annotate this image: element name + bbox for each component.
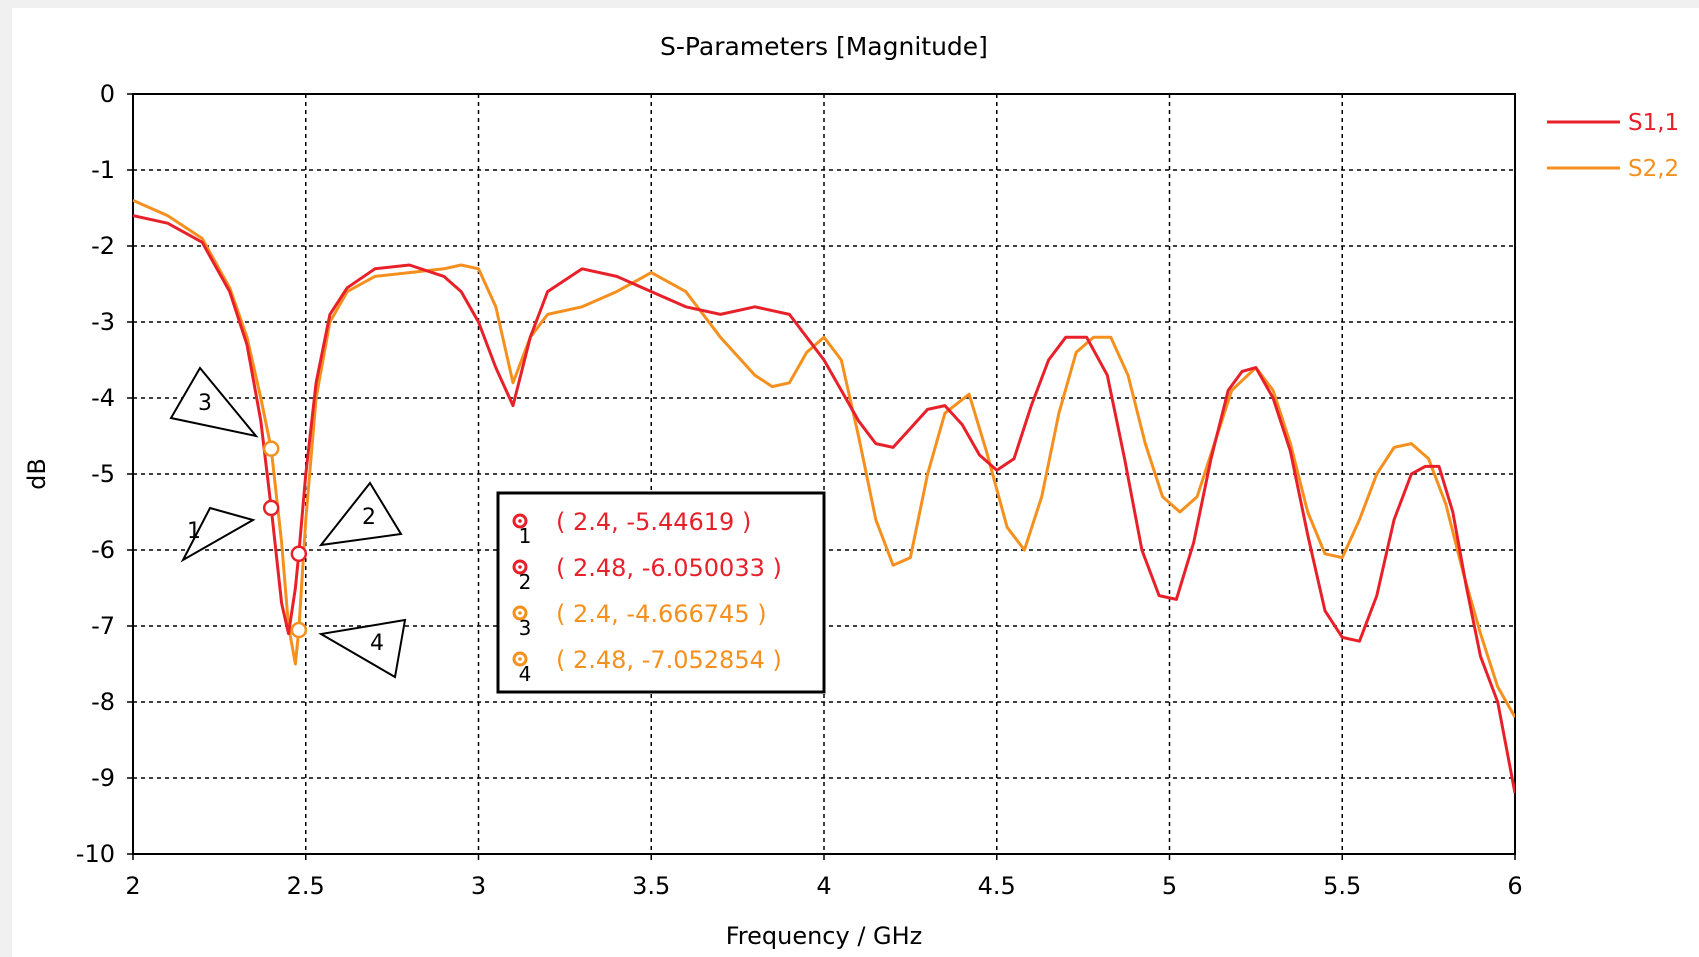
marker-callout [180, 506, 256, 563]
x-axis-label: Frequency / GHz [726, 922, 923, 950]
marker-callout [318, 618, 407, 679]
marker-callout-label: 1 [187, 519, 201, 544]
marker-table-value: ( 2.4, -5.44619 ) [556, 508, 751, 536]
y-tick-label: -10 [76, 840, 115, 868]
marker-table-icon-dot [518, 565, 522, 569]
series-line-s2-2 [133, 199, 1515, 718]
marker-table-index: 2 [519, 570, 532, 594]
marker-point [290, 621, 308, 639]
marker-table-icon-dot [518, 611, 522, 615]
y-tick-label: -5 [91, 460, 115, 488]
marker-table-value: ( 2.48, -6.050033 ) [556, 554, 782, 582]
x-tick-label: 2 [125, 872, 140, 900]
legend-label: S1,1 [1628, 110, 1679, 136]
y-tick-label: -7 [91, 612, 115, 640]
x-tick-label: 5 [1162, 872, 1177, 900]
y-axis-label: dB [23, 458, 51, 490]
marker-table-index: 3 [519, 616, 532, 640]
x-tick-label: 6 [1507, 872, 1522, 900]
y-tick-label: -3 [91, 308, 115, 336]
series-line-s1-1 [133, 214, 1515, 794]
x-tick-label: 2.5 [287, 872, 325, 900]
marker-point [290, 545, 308, 563]
y-tick-label: -1 [91, 156, 115, 184]
marker-callout-label: 3 [198, 391, 212, 416]
marker-table-index: 1 [519, 524, 532, 548]
x-tick-label: 4 [816, 872, 831, 900]
marker-table [496, 491, 826, 694]
marker-table-icon-dot [518, 657, 522, 661]
marker-table-value: ( 2.4, -4.666745 ) [556, 600, 767, 628]
x-tick-label: 3 [471, 872, 486, 900]
marker-table-index: 4 [519, 662, 532, 686]
marker-callout-label: 4 [370, 631, 384, 656]
marker-callout [169, 366, 259, 438]
x-tick-label: 3.5 [632, 872, 670, 900]
y-tick-label: -4 [91, 384, 115, 412]
marker-callout [318, 481, 403, 547]
y-tick-label: -6 [91, 536, 115, 564]
marker-table-value: ( 2.48, -7.052854 ) [556, 646, 782, 674]
x-tick-label: 4.5 [978, 872, 1016, 900]
y-tick-label: -8 [91, 688, 115, 716]
y-tick-label: -9 [91, 764, 115, 792]
y-tick-label: 0 [100, 80, 115, 108]
y-tick-label: -2 [91, 232, 115, 260]
legend-label: S2,2 [1628, 156, 1679, 182]
marker-point [262, 499, 280, 517]
marker-point [262, 440, 280, 457]
marker-table-icon-dot [518, 519, 522, 523]
x-tick-label: 5.5 [1323, 872, 1361, 900]
marker-callout-label: 2 [362, 505, 376, 530]
chart-title: S-Parameters [Magnitude] [660, 32, 988, 61]
